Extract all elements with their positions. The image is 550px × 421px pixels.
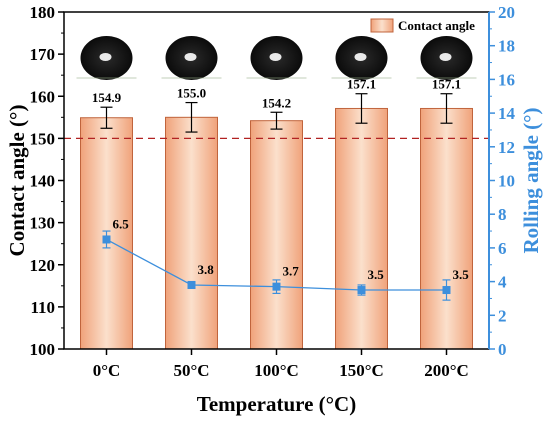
droplet-highlight-2	[269, 53, 282, 61]
bar-2	[250, 120, 303, 350]
line-point-1	[187, 280, 196, 289]
line-point-3	[357, 286, 366, 295]
left-tick-label-4: 140	[30, 172, 56, 191]
line-value-label-2: 3.7	[283, 264, 300, 279]
bar-value-label-0: 154.9	[92, 90, 122, 105]
right-tick-label-1: 2	[498, 306, 507, 325]
droplet-layer	[76, 36, 477, 80]
left-tick-label-1: 110	[30, 298, 55, 317]
right-tick-label-7: 14	[498, 104, 516, 123]
left-tick-label-5: 150	[30, 129, 56, 148]
line-value-label-4: 3.5	[453, 267, 470, 282]
right-tick-label-2: 4	[498, 273, 507, 292]
right-tick-label-3: 6	[498, 239, 507, 258]
line-value-label-1: 3.8	[198, 262, 215, 277]
legend-swatch	[370, 18, 394, 33]
axes-layer: 100 110 120 130 140 150 160 170 180 0 2 4 6 8 10 12 14 16…	[30, 3, 516, 380]
right-tick-label-0: 0	[498, 340, 507, 359]
legend: Contact angle	[370, 18, 475, 33]
line-value-label-3: 3.5	[368, 267, 385, 282]
line-point-0	[102, 235, 111, 244]
left-tick-label-8: 180	[30, 3, 56, 22]
bar-value-label-4: 157.1	[432, 77, 461, 92]
left-tick-label-3: 130	[30, 214, 56, 233]
left-tick-label-2: 120	[30, 256, 56, 275]
droplet-highlight-0	[99, 53, 112, 61]
bar-value-label-2: 154.2	[262, 95, 291, 110]
droplet-3	[331, 36, 392, 80]
data-labels-layer: 154.9 155.0 154.2 157.1 157.1 6.5 3.8 3.7 3.5 3.5	[92, 77, 469, 282]
line-value-label-0: 6.5	[113, 216, 130, 231]
x-tick-label-1: 50°C	[173, 361, 209, 380]
line-point-4	[442, 286, 451, 295]
line-point-2	[272, 282, 281, 291]
bar-1	[165, 116, 218, 350]
bar-value-label-1: 155.0	[177, 86, 206, 101]
right-axis-title: Rolling angle (°)	[519, 107, 543, 253]
droplet-4	[416, 36, 477, 80]
rolling-line-layer	[102, 230, 451, 301]
bar-3	[335, 107, 388, 350]
x-tick-label-2: 100°C	[254, 361, 299, 380]
x-tick-label-3: 150°C	[339, 361, 384, 380]
droplet-2	[246, 36, 307, 80]
droplet-1	[161, 36, 222, 80]
right-tick-label-4: 8	[498, 205, 507, 224]
droplet-highlight-3	[354, 53, 367, 61]
legend-label: Contact angle	[398, 18, 475, 33]
x-tick-label-4: 200°C	[424, 361, 469, 380]
right-tick-label-6: 12	[498, 138, 515, 157]
left-tick-label-7: 170	[30, 45, 56, 64]
right-tick-label-10: 20	[498, 3, 515, 22]
right-tick-label-5: 10	[498, 172, 515, 191]
left-axis-title: Contact angle (°)	[5, 105, 29, 257]
right-tick-label-9: 18	[498, 37, 515, 56]
bar-4	[420, 107, 473, 350]
left-tick-label-0: 100	[30, 340, 56, 359]
droplet-highlight-1	[184, 53, 197, 61]
right-tick-label-8: 16	[498, 70, 515, 89]
bar-value-label-3: 157.1	[347, 77, 376, 92]
x-axis-title: Temperature (°C)	[197, 392, 356, 416]
droplet-highlight-4	[439, 53, 452, 61]
droplet-0	[76, 36, 137, 80]
x-tick-label-0: 0°C	[93, 361, 121, 380]
left-tick-label-6: 160	[30, 87, 56, 106]
